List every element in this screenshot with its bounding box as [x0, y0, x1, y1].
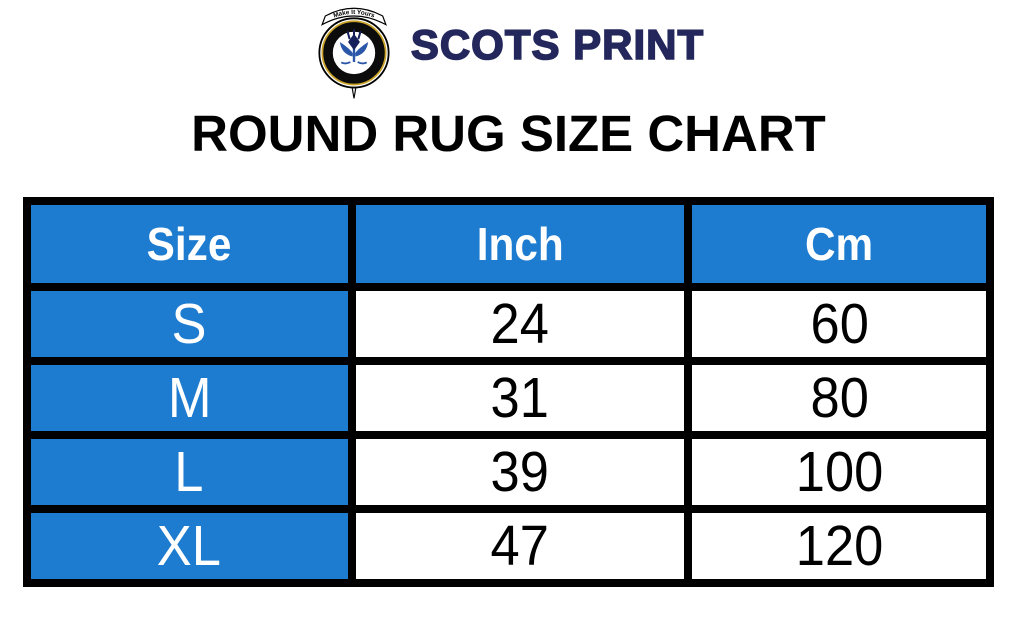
inch-cell: 31	[347, 356, 693, 439]
brand-header: Make It Yours SCOTS PRINT	[0, 0, 1017, 100]
table-row-l: L 39 100	[23, 430, 994, 513]
cm-cell: 60	[684, 282, 994, 365]
cm-cell: 120	[684, 504, 994, 587]
banner-text: Make It Yours	[332, 9, 375, 20]
size-cell: L	[23, 430, 356, 513]
inch-cell: 47	[347, 504, 693, 587]
header-row: Size Inch Cm	[23, 196, 994, 291]
size-cell: XL	[23, 504, 356, 587]
inch-cell: 24	[347, 282, 693, 365]
column-header-inch: Inch	[347, 196, 693, 291]
column-header-size: Size	[23, 196, 356, 291]
size-cell: S	[23, 282, 356, 365]
brand-name: SCOTS PRINT	[410, 20, 705, 69]
column-header-cm: Cm	[684, 196, 994, 291]
size-chart-table: Size Inch Cm S 24 60 M 31 80 L 39 100 XL…	[23, 196, 994, 587]
banner-scroll: Make It Yours	[320, 7, 387, 26]
inch-cell: 39	[347, 430, 693, 513]
cm-cell: 80	[684, 356, 994, 439]
scots-print-logo: Make It Yours	[313, 3, 395, 101]
size-cell: M	[23, 356, 356, 439]
crest-badge-icon: Make It Yours	[318, 7, 390, 99]
svg-text:Make It Yours: Make It Yours	[332, 9, 375, 20]
table-row-xl: XL 47 120	[23, 504, 994, 587]
cm-cell: 100	[684, 430, 994, 513]
table-row-m: M 31 80	[23, 356, 994, 439]
page-title: ROUND RUG SIZE CHART	[191, 105, 826, 162]
table-row-s: S 24 60	[23, 282, 994, 365]
